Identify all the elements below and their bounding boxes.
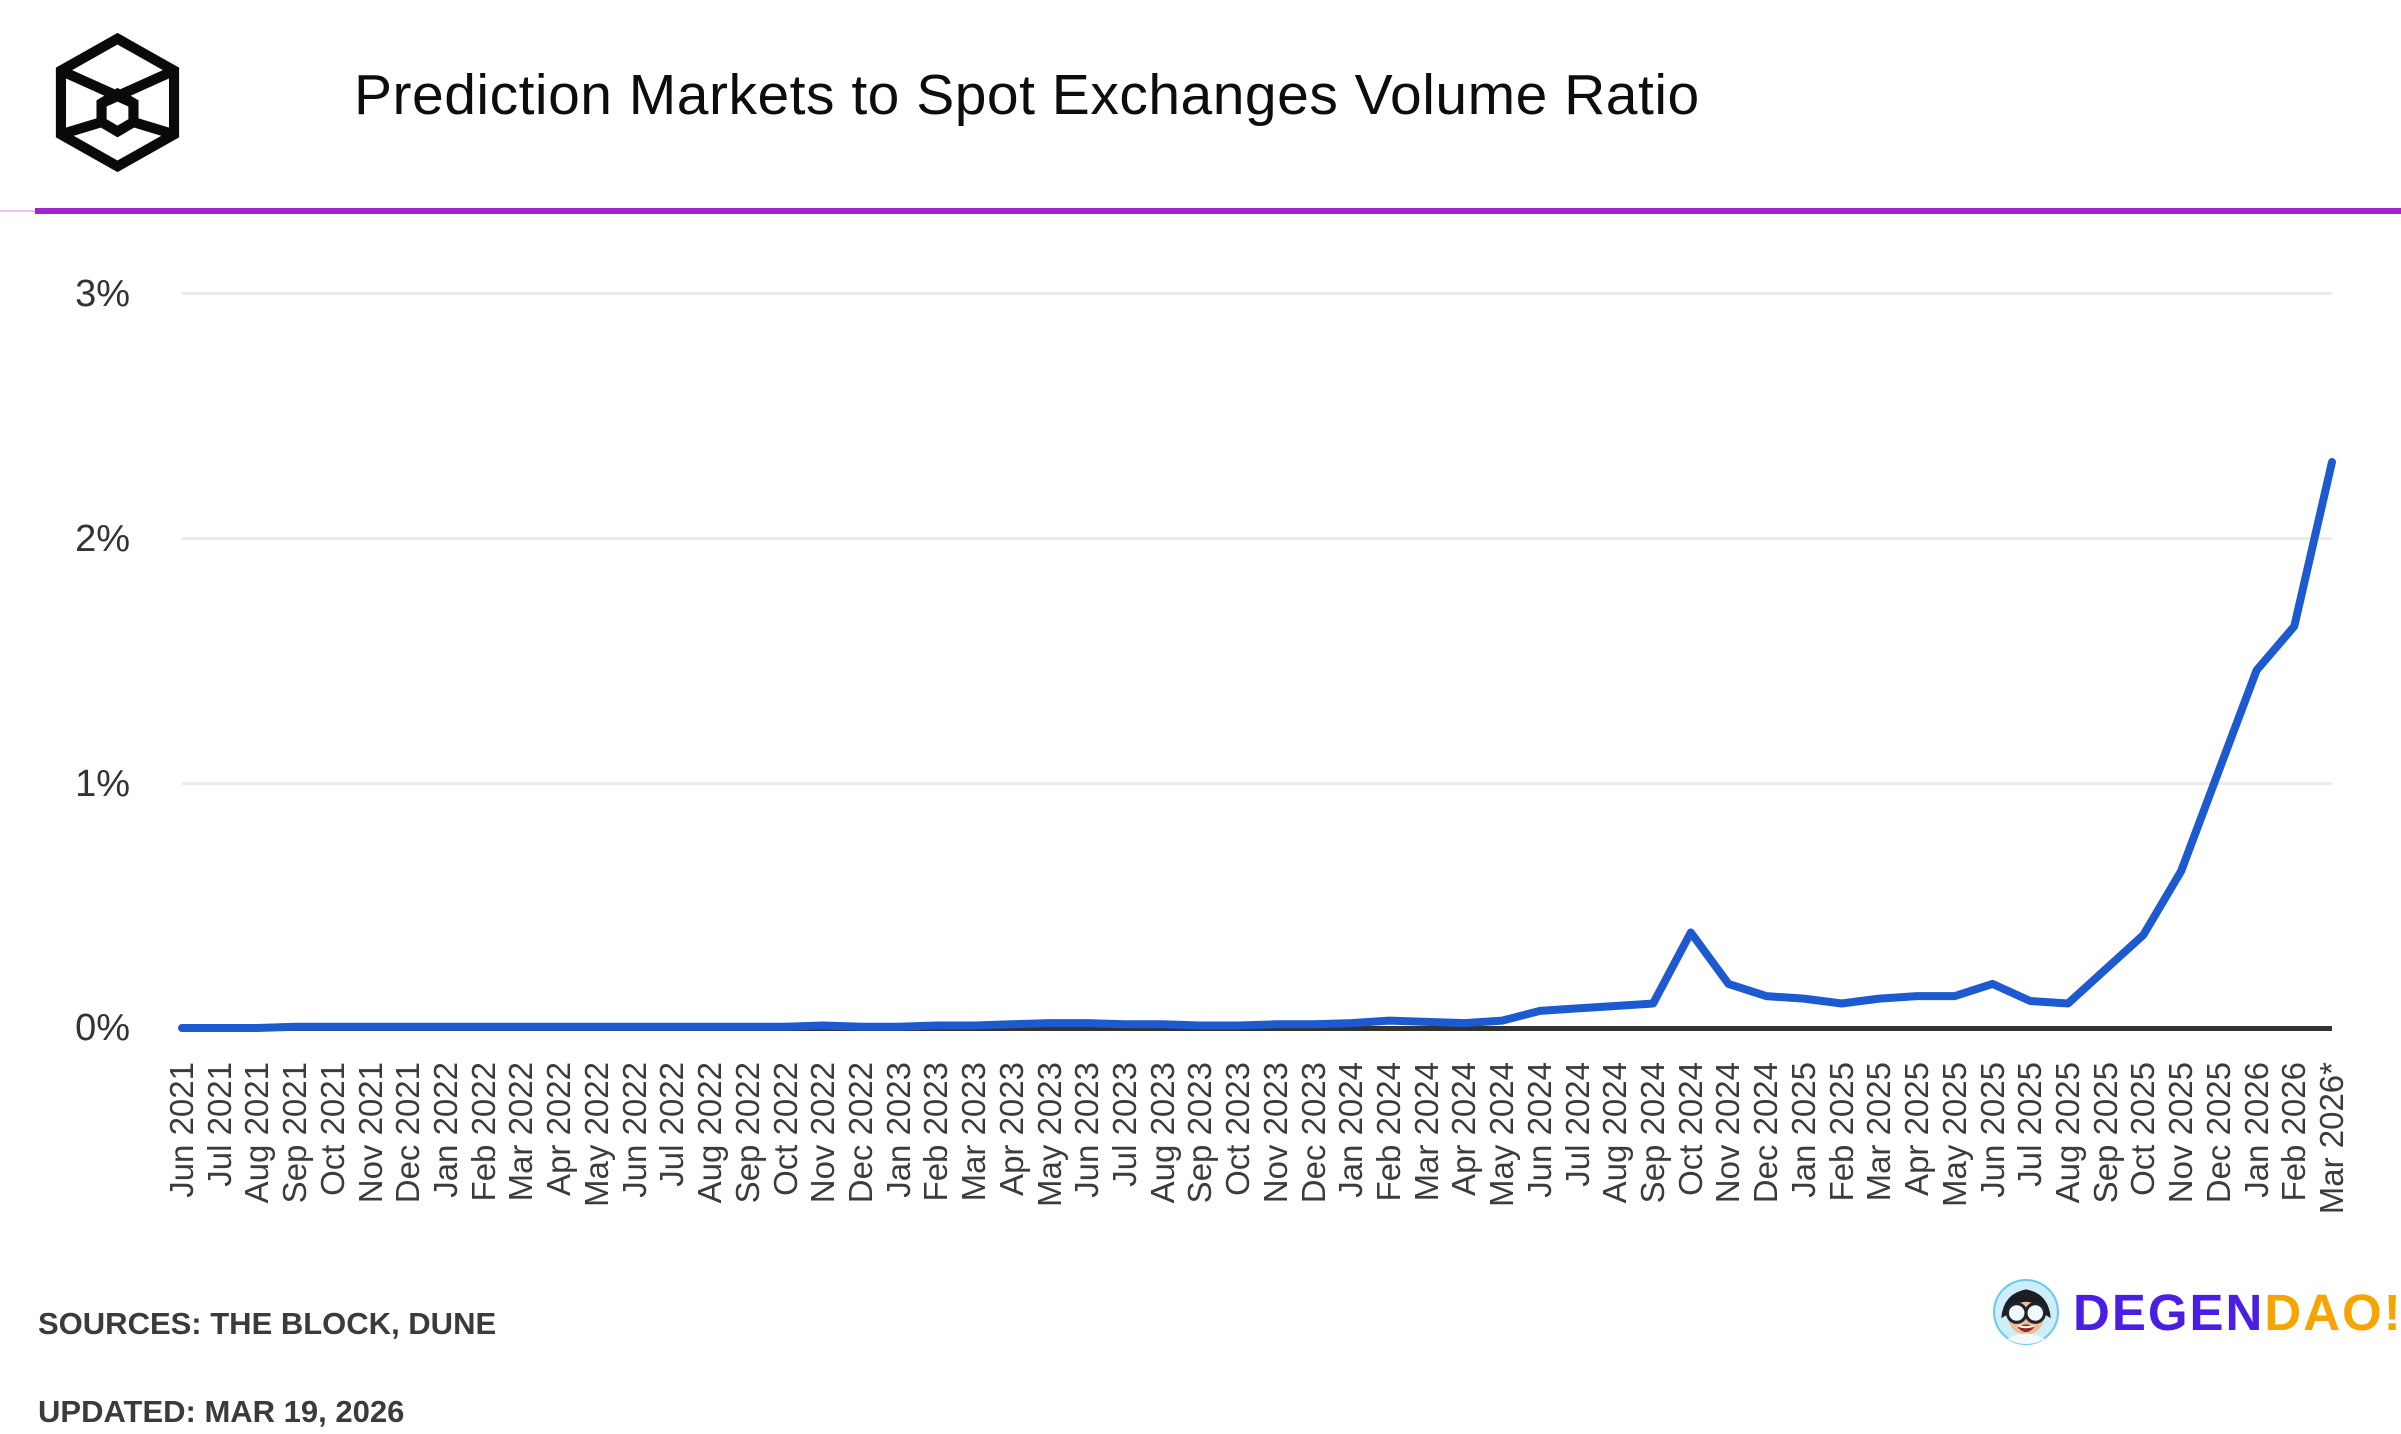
sources-note: SOURCES: THE BLOCK, DUNE UPDATED: MAR 19…	[38, 1302, 496, 1434]
x-axis-label: Sep 2024	[1634, 1062, 1672, 1204]
x-axis-label: Dec 2023	[1294, 1062, 1332, 1204]
x-axis-label: Dec 2025	[2199, 1062, 2237, 1204]
x-axis-label: May 2024	[1483, 1062, 1521, 1207]
x-axis-label: Nov 2021	[351, 1062, 389, 1204]
x-axis-label: Aug 2024	[1596, 1062, 1634, 1204]
x-axis-label: Oct 2024	[1671, 1062, 1709, 1196]
sources-line: SOURCES: THE BLOCK, DUNE	[38, 1306, 497, 1341]
data-line-series	[178, 458, 2336, 1032]
x-axis-label: Feb 2025	[1822, 1062, 1860, 1202]
x-axis-label: Mar 2024	[1407, 1062, 1445, 1202]
page-title: Prediction Markets to Spot Exchanges Vol…	[354, 63, 1700, 127]
x-axis-label: Oct 2022	[766, 1062, 804, 1196]
x-axis-label: Feb 2022	[464, 1062, 502, 1202]
updated-line: UPDATED: MAR 19, 2026	[38, 1394, 405, 1429]
x-axis-label: Nov 2023	[1256, 1062, 1294, 1204]
x-axis-label: Sep 2023	[1181, 1062, 1219, 1204]
x-axis-label: Nov 2022	[804, 1062, 842, 1204]
x-axis-label: Aug 2022	[691, 1062, 729, 1204]
x-axis-label: Oct 2021	[313, 1062, 351, 1196]
x-axis-label: Apr 2024	[1445, 1062, 1483, 1196]
x-axis-label: Jul 2021	[200, 1062, 238, 1187]
x-axis-label: Jul 2022	[653, 1062, 691, 1187]
x-axis-label: Dec 2021	[389, 1062, 427, 1204]
x-axis-label: Jun 2025	[1973, 1062, 2011, 1198]
x-axis-label: Aug 2021	[238, 1062, 276, 1204]
degendao-mascot-avatar-icon	[1993, 1279, 2059, 1345]
x-axis-label: Jun 2023	[1068, 1062, 1106, 1198]
x-axis-label: Dec 2022	[841, 1062, 879, 1204]
y-tick-3pct: 3%	[75, 273, 130, 315]
block-cube-logo-icon	[45, 30, 190, 175]
header-divider-faint-tail	[0, 210, 35, 212]
x-axis-label: Jul 2025	[2011, 1062, 2049, 1187]
x-axis-label: Jul 2023	[1105, 1062, 1143, 1187]
gridline-2pct	[182, 537, 2332, 540]
degendao-brand: DEGENDAO!	[1993, 1278, 2401, 1346]
x-axis-label: Nov 2024	[1709, 1062, 1747, 1204]
x-axis-label: Feb 2024	[1370, 1062, 1408, 1202]
x-axis-label: Mar 2022	[502, 1062, 540, 1202]
x-axis-label: Mar 2025	[1860, 1062, 1898, 1202]
degendao-wordmark: DEGENDAO!	[2073, 1283, 2401, 1342]
x-axis-label: Jun 2024	[1520, 1062, 1558, 1198]
x-axis-label: Jun 2022	[615, 1062, 653, 1198]
x-axis-label: Sep 2025	[2086, 1062, 2124, 1204]
header-divider	[35, 208, 2401, 214]
x-axis-label: Apr 2025	[1898, 1062, 1936, 1196]
x-axis-label: Dec 2024	[1747, 1062, 1785, 1204]
x-axis-label: Oct 2023	[1219, 1062, 1257, 1196]
x-axis-label: Sep 2021	[276, 1062, 314, 1204]
x-axis-label: Apr 2022	[540, 1062, 578, 1196]
x-axis-label: Mar 2026*	[2313, 1062, 2350, 1215]
gridline-1pct	[182, 782, 2332, 785]
x-axis-label: Jul 2024	[1558, 1062, 1596, 1187]
degendao-wordmark-dao: DAO!	[2264, 1283, 2401, 1341]
x-axis-label: Sep 2022	[728, 1062, 766, 1204]
x-axis-label: Jan 2022	[427, 1062, 465, 1198]
x-axis-label: May 2023	[1030, 1062, 1068, 1207]
x-axis-label: Apr 2023	[992, 1062, 1030, 1196]
x-axis-label: Jan 2024	[1332, 1062, 1370, 1198]
y-tick-2pct: 2%	[75, 518, 130, 560]
x-axis-label: Jan 2023	[879, 1062, 917, 1198]
ratio-line-chart	[178, 458, 2336, 1032]
x-axis-label: Aug 2023	[1143, 1062, 1181, 1204]
x-axis-label: Jan 2026	[2237, 1062, 2275, 1198]
x-axis-label: Aug 2025	[2048, 1062, 2086, 1204]
gridline-3pct	[182, 292, 2332, 295]
y-tick-1pct: 1%	[75, 763, 130, 805]
x-axis-label: Nov 2025	[2162, 1062, 2200, 1204]
x-axis-label: Feb 2026	[2275, 1062, 2313, 1202]
y-tick-0pct: 0%	[75, 1007, 130, 1049]
degendao-wordmark-degen: DEGEN	[2073, 1283, 2265, 1341]
x-axis-label: Jun 2021	[163, 1062, 200, 1198]
x-axis-label: Jan 2025	[1784, 1062, 1822, 1198]
x-axis-label: May 2025	[1935, 1062, 1973, 1207]
x-axis-label: May 2022	[577, 1062, 615, 1207]
x-axis-label: Feb 2023	[917, 1062, 955, 1202]
x-axis-label: Mar 2023	[955, 1062, 993, 1202]
x-axis-label: Oct 2025	[2124, 1062, 2162, 1196]
